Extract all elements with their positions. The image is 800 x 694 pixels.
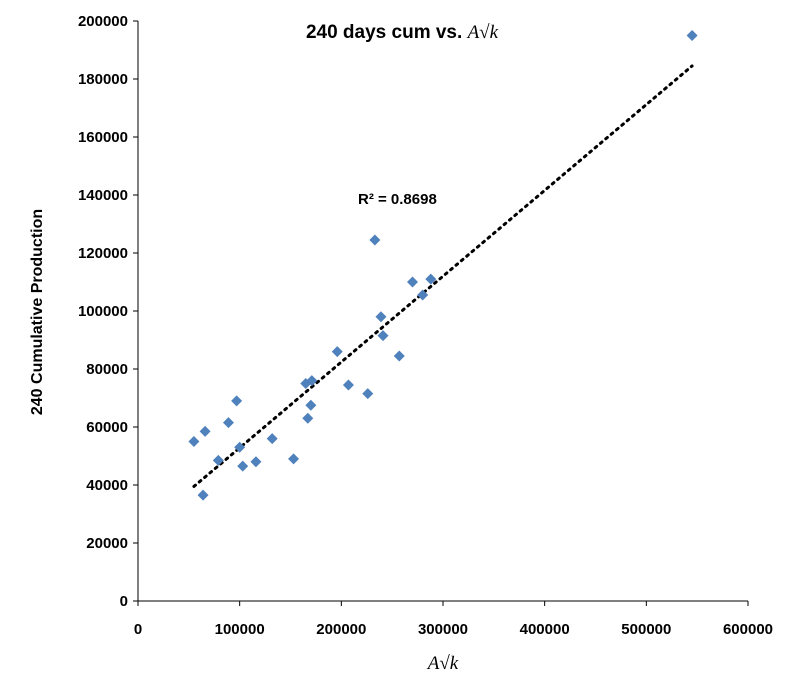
x-tick-label: 300000	[418, 621, 468, 638]
data-point	[231, 395, 243, 407]
data-point	[425, 273, 437, 285]
data-point	[377, 330, 389, 342]
x-axis-title: A√k	[426, 653, 459, 674]
chart-title-math: A√k	[466, 22, 499, 43]
trendline	[192, 64, 694, 488]
chart-title: 240 days cum vs. A√k	[306, 22, 499, 43]
data-point	[288, 453, 300, 465]
y-tick-label: 180000	[78, 71, 128, 88]
data-point	[305, 399, 317, 411]
data-point	[222, 417, 234, 429]
y-tick-label: 60000	[86, 419, 128, 436]
y-tick-label: 0	[120, 593, 128, 610]
x-tick-label: 600000	[723, 621, 773, 638]
data-point	[417, 289, 429, 301]
x-tick-label: 0	[134, 621, 142, 638]
data-point	[331, 346, 343, 358]
y-axis-title: 240 Cumulative Production	[29, 209, 46, 415]
data-point	[302, 412, 314, 424]
y-tick-label: 120000	[78, 245, 128, 262]
data-point	[306, 375, 318, 387]
y-tick-label: 100000	[78, 303, 128, 320]
x-tick-label: 100000	[215, 621, 265, 638]
data-point	[212, 454, 224, 466]
data-point	[362, 388, 374, 400]
x-axis-ticks: 0 100000 200000 300000 400000 500000 600000	[134, 601, 773, 638]
data-point	[188, 436, 200, 447]
data-point	[237, 460, 249, 472]
data-point	[266, 433, 278, 445]
data-point	[234, 441, 246, 453]
data-point	[250, 456, 262, 468]
data-points	[188, 30, 698, 501]
data-point	[342, 379, 354, 391]
y-tick-label: 80000	[86, 361, 128, 378]
data-point	[199, 425, 211, 437]
y-tick-label: 160000	[78, 129, 128, 146]
data-point	[393, 350, 405, 362]
x-tick-label: 500000	[621, 621, 671, 638]
chart-title-text: 240 days cum vs.	[306, 22, 468, 43]
data-point	[197, 489, 209, 501]
y-axis-ticks: 0 20000 40000 60000 80000 100000 120000 140000 1…	[78, 13, 138, 610]
x-tick-label: 400000	[520, 621, 570, 638]
r-squared-label: R² = 0.8698	[358, 191, 437, 208]
y-tick-label: 140000	[78, 187, 128, 204]
y-tick-label: 200000	[78, 13, 128, 30]
data-point	[375, 311, 387, 323]
data-point	[407, 276, 418, 288]
data-point	[369, 234, 381, 246]
y-tick-label: 20000	[86, 535, 128, 552]
x-tick-label: 200000	[316, 621, 366, 638]
data-point	[686, 30, 698, 41]
y-tick-label: 40000	[86, 477, 128, 494]
